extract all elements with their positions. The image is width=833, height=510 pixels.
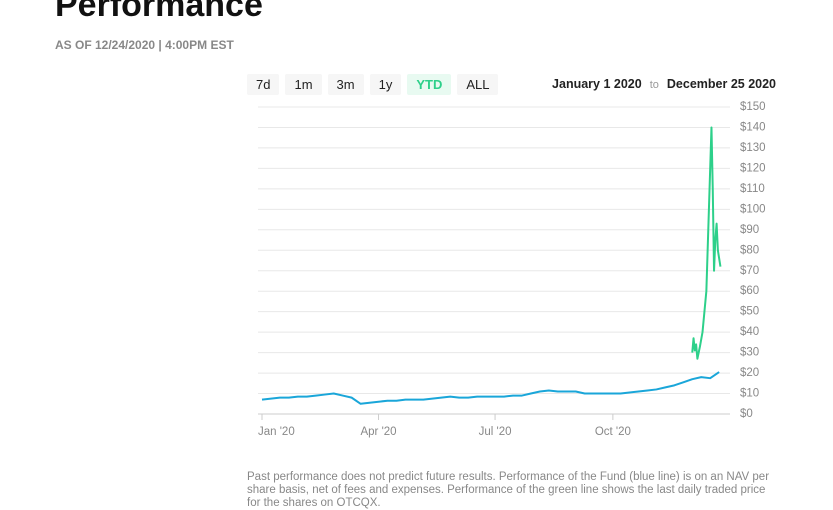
y-tick-label: $0 bbox=[740, 408, 753, 420]
y-tick-label: $150 bbox=[740, 101, 766, 113]
date-to[interactable]: December 25 2020 bbox=[666, 77, 776, 91]
range-buttons: 7d 1m 3m 1y YTD ALL bbox=[247, 74, 499, 95]
y-tick-label: $30 bbox=[740, 347, 759, 359]
y-tick-label: $60 bbox=[740, 285, 759, 297]
y-tick-label: $100 bbox=[740, 203, 766, 215]
y-tick-label: $50 bbox=[740, 306, 759, 318]
range-button[interactable]: 3m bbox=[327, 74, 364, 95]
y-tick-label: $90 bbox=[740, 224, 759, 236]
title: Performance bbox=[55, 0, 263, 24]
x-tick-label: Jul '20 bbox=[479, 426, 512, 438]
y-tick-label: $120 bbox=[740, 162, 766, 174]
date-from[interactable]: January 1 2020 bbox=[552, 77, 642, 91]
y-tick-label: $130 bbox=[740, 142, 766, 154]
y-tick-label: $70 bbox=[740, 265, 759, 277]
y-tick-label: $20 bbox=[740, 367, 759, 379]
y-tick-label: $110 bbox=[740, 183, 765, 195]
range-button[interactable]: 7d bbox=[247, 74, 280, 95]
range-button[interactable]: 1y bbox=[369, 74, 402, 95]
x-tick-label: Oct '20 bbox=[595, 426, 631, 438]
y-tick-label: $140 bbox=[740, 121, 766, 133]
line bbox=[691, 126, 722, 360]
range-button[interactable]: 1m bbox=[285, 74, 322, 95]
as-of: AS OF 12/24/2020 | 4:00PM EST bbox=[55, 38, 234, 52]
line bbox=[261, 371, 720, 405]
date-sep: to bbox=[649, 79, 659, 91]
y-tick-label: $10 bbox=[740, 388, 759, 400]
range-button[interactable]: YTD bbox=[407, 74, 452, 95]
y-tick-label: $80 bbox=[740, 244, 759, 256]
x-tick-label: Jan '20 bbox=[258, 426, 295, 438]
range-button[interactable]: ALL bbox=[457, 74, 499, 95]
date-range: January 1 2020 to December 25 2020 bbox=[552, 77, 776, 91]
x-tick-label: Apr '20 bbox=[360, 426, 396, 438]
footnote: Past performance does not predict future… bbox=[247, 471, 770, 509]
y-tick-label: $40 bbox=[740, 326, 759, 338]
